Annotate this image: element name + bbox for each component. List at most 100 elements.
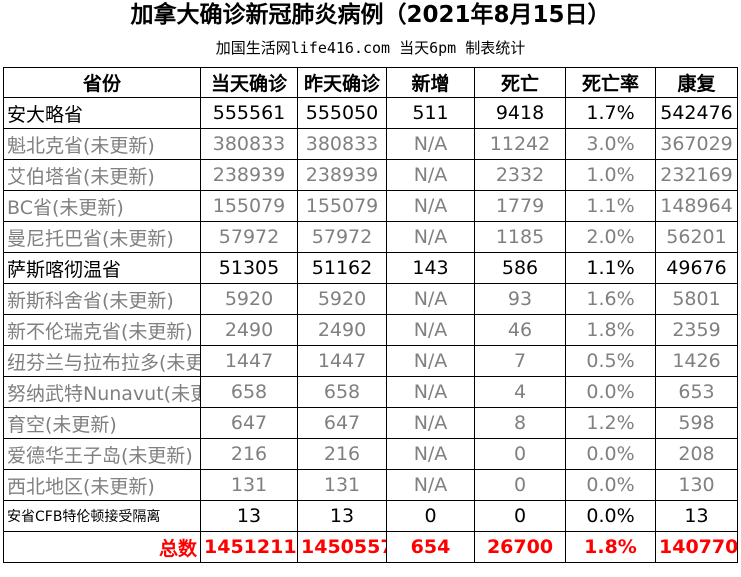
value-cell: 2490 <box>200 314 298 346</box>
value-cell: 155079 <box>200 190 298 222</box>
province-cell: 总数 <box>3 531 201 563</box>
value-cell: 1185 <box>474 221 566 253</box>
data-row: 西北地区(未更新) 131 131 N/A 0 0.0% 130 <box>3 469 738 501</box>
value-cell: 46 <box>474 314 566 346</box>
value-cell: 511 <box>386 97 475 129</box>
province-cell: 纽芬兰与拉布拉多(未更新) <box>3 345 201 377</box>
value-cell: N/A <box>386 345 475 377</box>
value-cell: 1.8% <box>565 531 656 563</box>
value-cell: 216 <box>297 438 387 470</box>
value-cell: 148964 <box>655 190 738 222</box>
value-cell: 26700 <box>474 531 566 563</box>
value-cell: 647 <box>297 407 387 439</box>
data-row: 育空(未更新) 647 647 N/A 8 1.2% 598 <box>3 407 738 439</box>
province-cell: 艾伯塔省(未更新) <box>3 159 201 191</box>
province-cell: 西北地区(未更新) <box>3 469 201 501</box>
value-cell: 232169 <box>655 159 738 191</box>
value-cell: N/A <box>386 190 475 222</box>
value-cell: 0.0% <box>565 438 656 470</box>
data-row: 安省CFB特伦顿接受隔离 13 13 0 0 0.0% 13 <box>3 500 738 532</box>
value-cell: 658 <box>200 376 298 408</box>
column-header: 死亡率 <box>565 67 656 98</box>
value-cell: 1407703 <box>655 531 738 563</box>
value-cell: 130 <box>655 469 738 501</box>
value-cell: 8 <box>474 407 566 439</box>
value-cell: 2490 <box>297 314 387 346</box>
value-cell: 380833 <box>297 128 387 160</box>
province-cell: 安大略省 <box>3 97 201 129</box>
value-cell: 2.0% <box>565 221 656 253</box>
value-cell: 56201 <box>655 221 738 253</box>
value-cell: 647 <box>200 407 298 439</box>
value-cell: 13 <box>655 500 738 532</box>
value-cell: 555050 <box>297 97 387 129</box>
data-row: 魁北克省(未更新) 380833 380833 N/A 11242 3.0% 367029 <box>3 128 738 160</box>
value-cell: 5920 <box>297 283 387 315</box>
value-cell: 4 <box>474 376 566 408</box>
value-cell: 238939 <box>200 159 298 191</box>
value-cell: 9418 <box>474 97 566 129</box>
value-cell: N/A <box>386 376 475 408</box>
value-cell: 5801 <box>655 283 738 315</box>
value-cell: 1451211 <box>200 531 298 563</box>
value-cell: 155079 <box>297 190 387 222</box>
value-cell: 0 <box>386 500 475 532</box>
value-cell: 1.2% <box>565 407 656 439</box>
value-cell: 238939 <box>297 159 387 191</box>
province-cell: 努纳武特Nunavut(未更新) <box>3 376 201 408</box>
table-body: 安大略省 555561 555050 511 9418 1.7% 542476 魁北克省(未更… <box>3 97 738 563</box>
value-cell: 367029 <box>655 128 738 160</box>
value-cell: 1450557 <box>297 531 387 563</box>
value-cell: 542476 <box>655 97 738 129</box>
value-cell: 658 <box>297 376 387 408</box>
value-cell: 380833 <box>200 128 298 160</box>
value-cell: N/A <box>386 469 475 501</box>
value-cell: 51305 <box>200 252 298 284</box>
data-row: 新斯科舍省(未更新) 5920 5920 N/A 93 1.6% 5801 <box>3 283 738 315</box>
value-cell: 1.1% <box>565 190 656 222</box>
province-cell: 萨斯喀彻温省 <box>3 252 201 284</box>
province-cell: 新不伦瑞克省(未更新) <box>3 314 201 346</box>
province-cell: 育空(未更新) <box>3 407 201 439</box>
value-cell: 1.7% <box>565 97 656 129</box>
value-cell: 1447 <box>297 345 387 377</box>
value-cell: 654 <box>386 531 475 563</box>
column-header: 省份 <box>3 67 201 98</box>
column-header: 新增 <box>386 67 475 98</box>
value-cell: N/A <box>386 221 475 253</box>
value-cell: 51162 <box>297 252 387 284</box>
data-row: 爱德华王子岛(未更新) 216 216 N/A 0 0.0% 208 <box>3 438 738 470</box>
value-cell: 1447 <box>200 345 298 377</box>
value-cell: 2359 <box>655 314 738 346</box>
province-cell: 新斯科舍省(未更新) <box>3 283 201 315</box>
value-cell: 131 <box>297 469 387 501</box>
value-cell: 131 <box>200 469 298 501</box>
column-header: 当天确诊 <box>200 67 298 98</box>
value-cell: N/A <box>386 407 475 439</box>
column-header: 死亡 <box>474 67 566 98</box>
value-cell: 208 <box>655 438 738 470</box>
value-cell: 1.8% <box>565 314 656 346</box>
value-cell: 13 <box>200 500 298 532</box>
value-cell: 216 <box>200 438 298 470</box>
value-cell: N/A <box>386 283 475 315</box>
value-cell: 555561 <box>200 97 298 129</box>
data-row: 艾伯塔省(未更新) 238939 238939 N/A 2332 1.0% 232169 <box>3 159 738 191</box>
value-cell: 653 <box>655 376 738 408</box>
subtitle: 加国生活网life416.com 当天6pm 制表统计 <box>215 39 526 57</box>
covid-table: 省份 当天确诊 昨天确诊 新增 死亡 死亡率 康复 安大略省 555561 555050 511 9… <box>3 67 738 563</box>
value-cell: 143 <box>386 252 475 284</box>
data-row: 新不伦瑞克省(未更新) 2490 2490 N/A 46 1.8% 2359 <box>3 314 738 346</box>
value-cell: N/A <box>386 438 475 470</box>
header-row: 省份 当天确诊 昨天确诊 新增 死亡 死亡率 康复 <box>3 67 738 98</box>
column-header: 康复 <box>655 67 738 98</box>
data-row: 安大略省 555561 555050 511 9418 1.7% 542476 <box>3 97 738 129</box>
value-cell: 1.1% <box>565 252 656 284</box>
value-cell: N/A <box>386 128 475 160</box>
value-cell: 93 <box>474 283 566 315</box>
province-cell: 魁北克省(未更新) <box>3 128 201 160</box>
data-row: BC省(未更新) 155079 155079 N/A 1779 1.1% 148964 <box>3 190 738 222</box>
